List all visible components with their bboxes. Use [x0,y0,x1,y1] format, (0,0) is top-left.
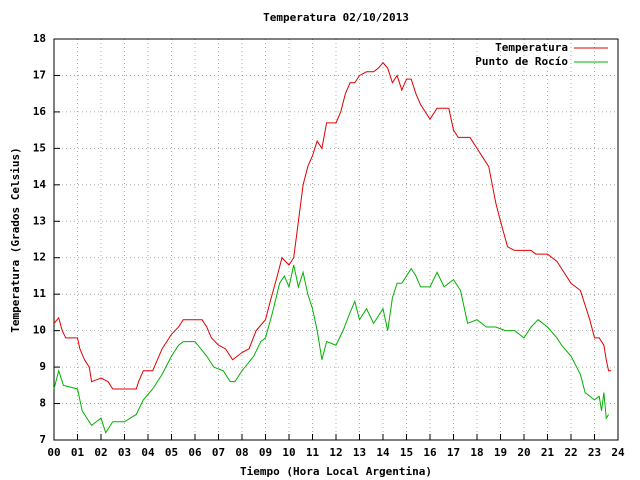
x-tick-label: 21 [541,446,555,459]
x-tick-label: 16 [423,446,437,459]
x-tick-label: 10 [282,446,295,459]
y-tick-label: 7 [39,433,46,446]
y-tick-label: 14 [33,178,47,191]
x-tick-label: 00 [47,446,60,459]
x-tick-label: 02 [94,446,107,459]
x-tick-label: 17 [447,446,460,459]
x-tick-label: 19 [494,446,507,459]
x-tick-label: 22 [564,446,577,459]
x-tick-label: 09 [259,446,272,459]
x-tick-label: 05 [165,446,178,459]
series-line [53,264,610,434]
x-tick-label: 13 [353,446,366,459]
plot-frame [53,38,619,441]
x-tick-label: 03 [118,446,131,459]
x-axis-label: Tiempo (Hora Local Argentina) [240,465,432,478]
x-tick-label: 12 [329,446,342,459]
x-tick-label: 07 [212,446,225,459]
x-tick-label: 23 [588,446,601,459]
chart-title: Temperatura 02/10/2013 [263,11,409,24]
y-tick-label: 10 [33,324,46,337]
x-tick-label: 06 [188,446,202,459]
y-tick-label: 18 [33,32,46,45]
x-tick-label: 08 [235,446,248,459]
y-tick-label: 13 [33,214,46,227]
y-tick-label: 9 [39,360,46,373]
x-tick-label: 01 [71,446,85,459]
y-tick-label: 11 [33,287,47,300]
y-tick-label: 8 [39,397,46,410]
x-tick-label: 14 [376,446,390,459]
legend-label: Punto de Rocío [475,55,568,68]
x-tick-label: 04 [141,446,155,459]
y-tick-label: 17 [33,68,46,81]
y-axis-label: Temperatura (Grados Celsius) [9,147,22,332]
x-tick-label: 18 [470,446,483,459]
legend-label: Temperatura [495,41,568,54]
x-tick-label: 11 [306,446,320,459]
x-tick-label: 15 [400,446,413,459]
series-line [53,61,611,390]
y-tick-label: 12 [33,251,46,264]
x-tick-label: 24 [611,446,625,459]
y-tick-label: 15 [33,141,46,154]
x-tick-label: 20 [517,446,530,459]
y-tick-label: 16 [33,105,47,118]
